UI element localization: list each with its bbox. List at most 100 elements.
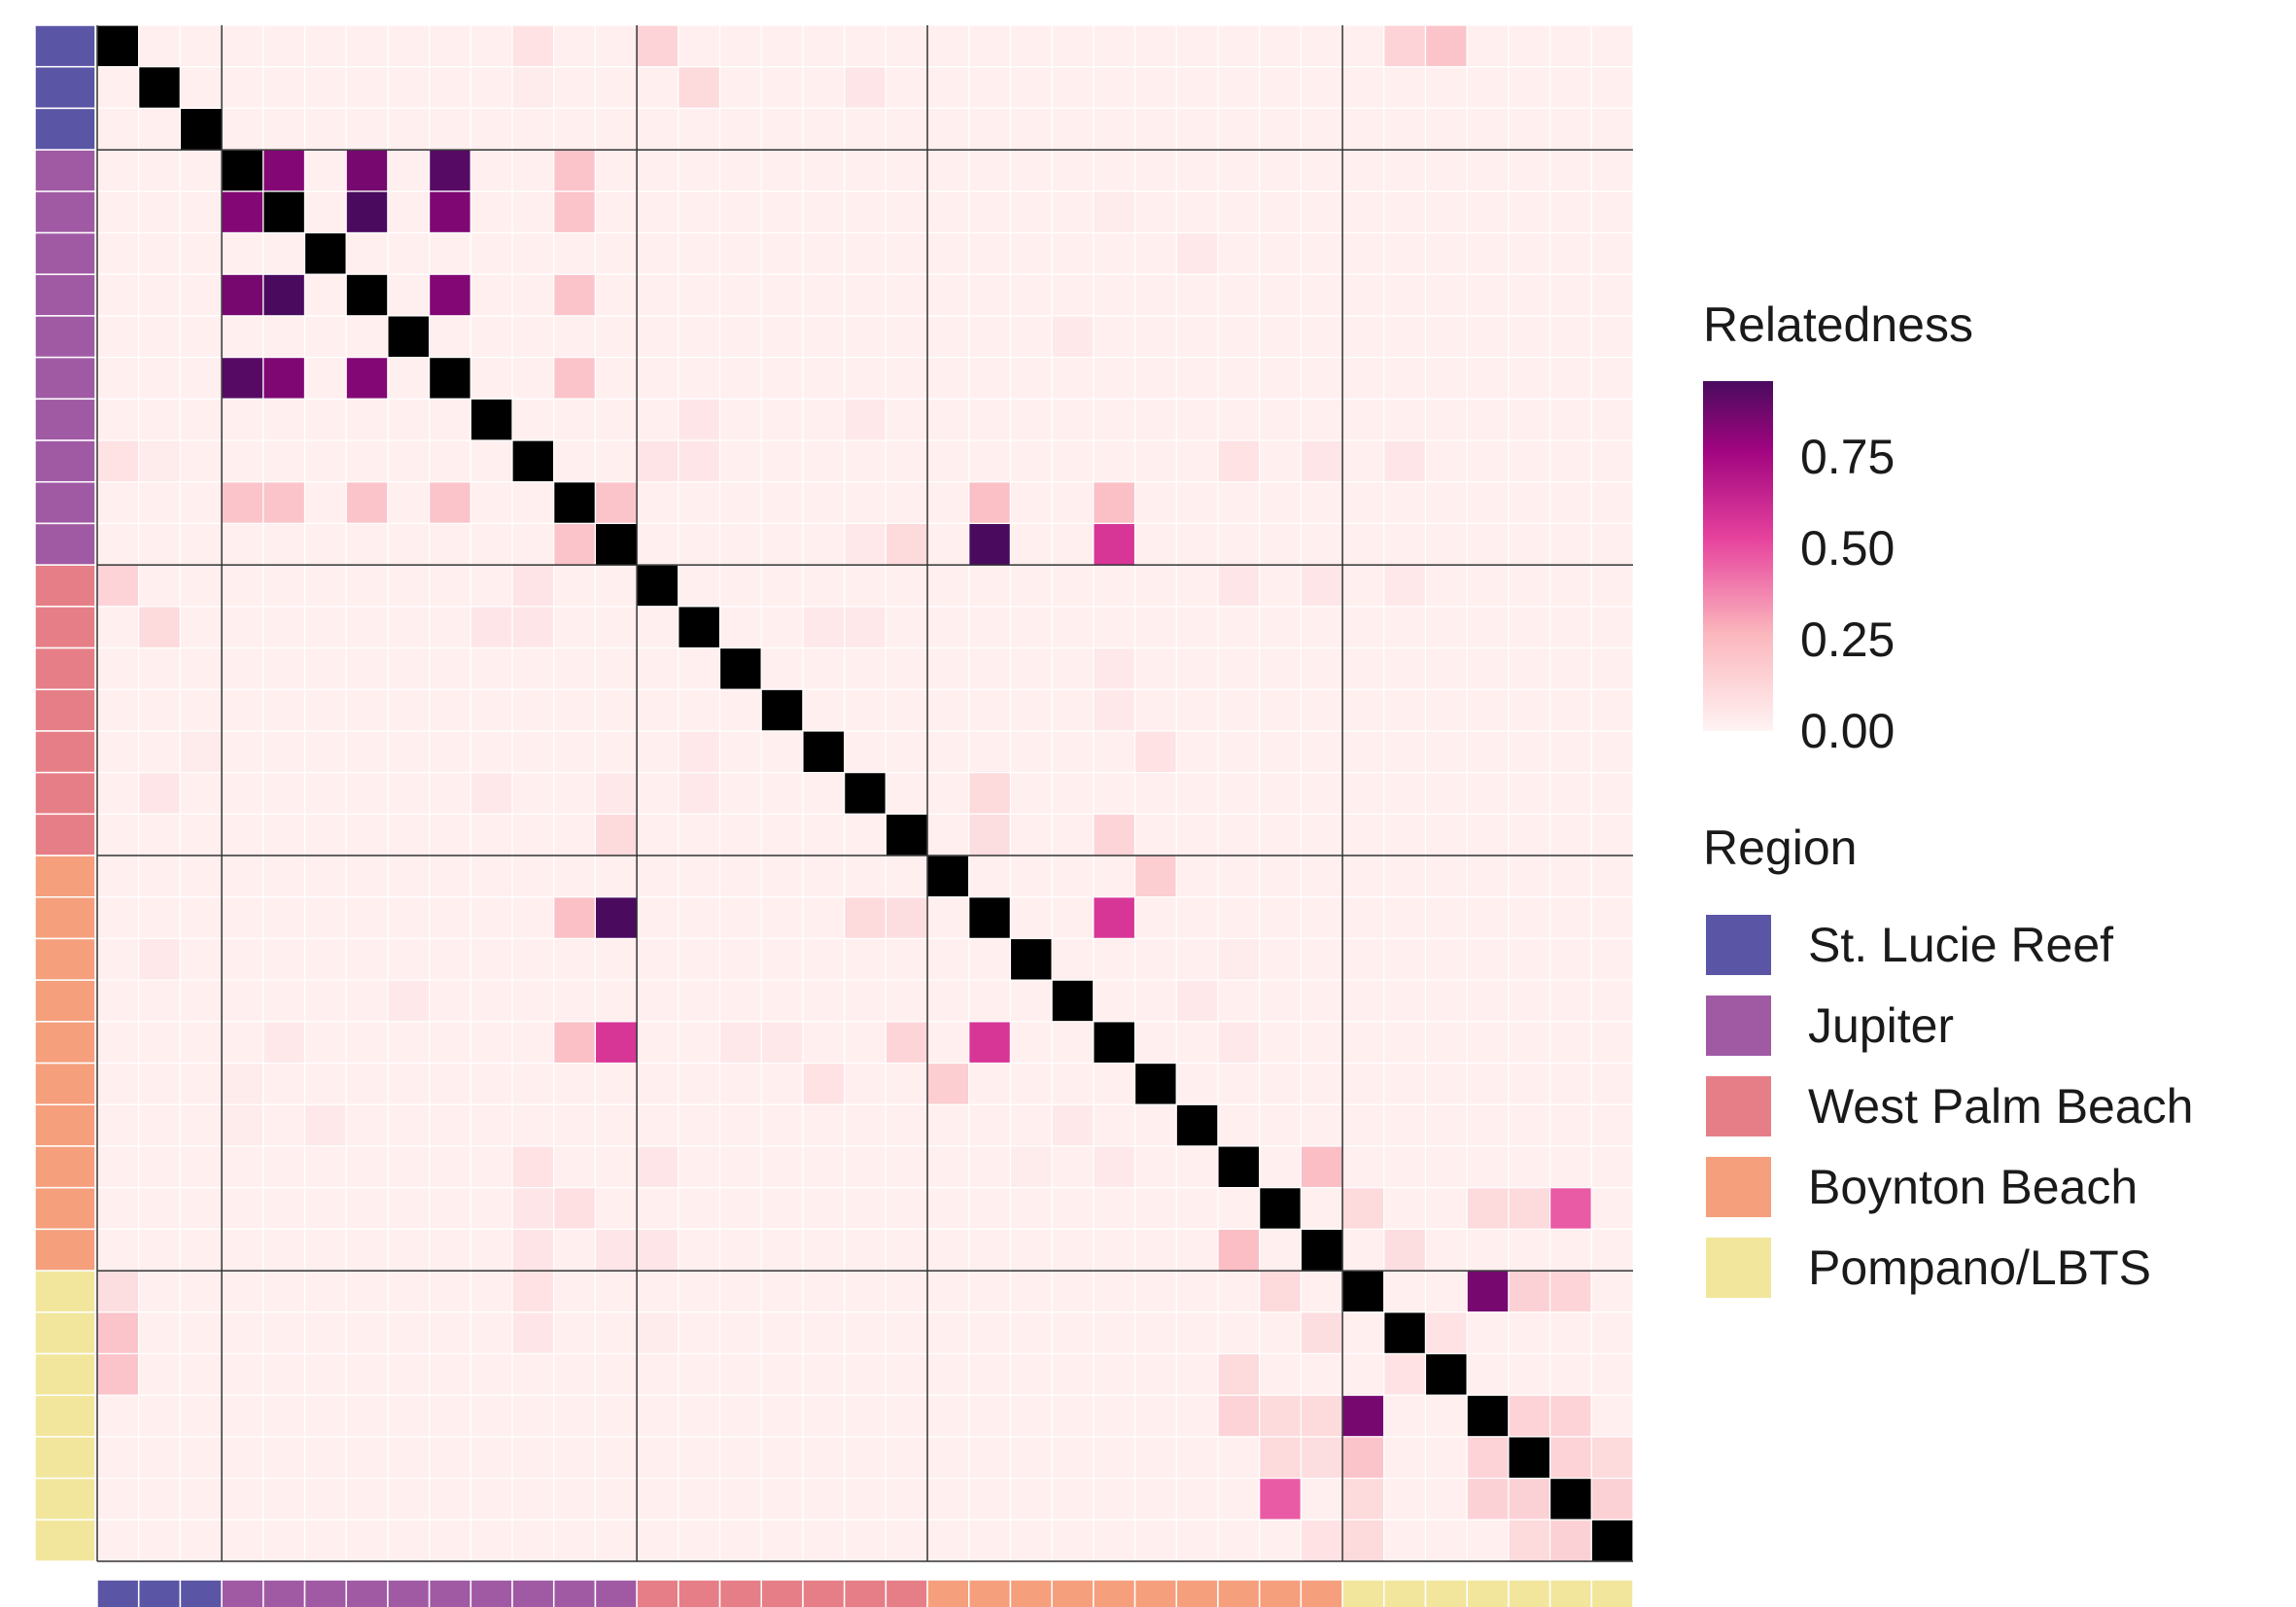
heatmap-cell xyxy=(221,1270,264,1313)
heatmap-cell xyxy=(1051,1145,1095,1189)
heatmap-cell xyxy=(262,896,306,940)
heatmap-cell xyxy=(1508,315,1551,359)
heatmap-cell xyxy=(1133,107,1177,151)
heatmap-cell xyxy=(1217,1187,1261,1230)
heatmap-cell xyxy=(760,66,804,109)
heatmap-cell xyxy=(968,979,1012,1023)
heatmap-cell xyxy=(179,896,223,940)
heatmap-cell xyxy=(221,813,264,856)
heatmap-cell-diagonal xyxy=(885,813,928,856)
heatmap-cell xyxy=(345,772,389,815)
heatmap-cell xyxy=(968,855,1012,898)
heatmap-cell xyxy=(1259,24,1302,68)
heatmap-cell xyxy=(1424,481,1468,525)
heatmap-cell xyxy=(678,273,721,317)
heatmap-cell xyxy=(678,231,721,275)
heatmap-cell xyxy=(345,688,389,732)
region-swatch xyxy=(1706,1076,1771,1136)
heatmap-cell xyxy=(470,606,513,649)
row-region-annotation xyxy=(34,937,96,981)
heatmap-cell xyxy=(926,24,970,68)
heatmap-cell xyxy=(138,772,181,815)
heatmap-cell xyxy=(968,439,1012,483)
heatmap-cell xyxy=(802,646,846,690)
heatmap-cell xyxy=(760,107,804,151)
heatmap-cell xyxy=(345,1270,389,1313)
heatmap-cell xyxy=(1341,522,1385,566)
heatmap-cell xyxy=(844,357,887,400)
heatmap-cell xyxy=(636,979,679,1023)
heatmap-cell xyxy=(1548,1187,1592,1230)
heatmap-cell xyxy=(221,1311,264,1355)
heatmap-cell xyxy=(636,1352,679,1396)
heatmap-cell xyxy=(221,1062,264,1105)
heatmap-cell xyxy=(553,1311,597,1355)
heatmap-cell xyxy=(1383,357,1427,400)
heatmap-cell xyxy=(1217,24,1261,68)
heatmap-cell xyxy=(138,315,181,359)
heatmap-cell xyxy=(345,1394,389,1438)
heatmap-cell xyxy=(553,191,597,234)
heatmap-cell xyxy=(387,398,431,441)
row-region-annotation xyxy=(34,771,96,816)
heatmap-cell xyxy=(1548,855,1592,898)
heatmap-cell xyxy=(387,937,431,981)
heatmap-cell xyxy=(221,1187,264,1230)
heatmap-cell xyxy=(718,231,762,275)
heatmap-cell xyxy=(718,688,762,732)
heatmap-cell xyxy=(345,1145,389,1189)
heatmap-cell xyxy=(1051,896,1095,940)
heatmap-cell xyxy=(760,1145,804,1189)
heatmap-cell xyxy=(470,1436,513,1480)
heatmap-cell xyxy=(1009,688,1053,732)
heatmap-cell xyxy=(1590,273,1634,317)
heatmap-cell xyxy=(345,1228,389,1272)
heatmap-cell xyxy=(387,1394,431,1438)
heatmap-cell xyxy=(138,24,181,68)
heatmap-cell xyxy=(678,398,721,441)
heatmap-cell xyxy=(802,1021,846,1065)
heatmap-cell xyxy=(345,357,389,400)
heatmap-cell-diagonal xyxy=(1548,1477,1592,1520)
heatmap-cell xyxy=(1590,937,1634,981)
heatmap-cell xyxy=(1009,398,1053,441)
heatmap-cell xyxy=(1300,606,1343,649)
heatmap-cell xyxy=(1466,1436,1510,1480)
heatmap-cell xyxy=(1175,1228,1219,1272)
heatmap-cell xyxy=(1051,66,1095,109)
heatmap-cell xyxy=(1508,1021,1551,1065)
row-region-annotation xyxy=(34,65,96,110)
heatmap-cell-diagonal xyxy=(1051,979,1095,1023)
heatmap-cell xyxy=(96,191,140,234)
heatmap-cell xyxy=(885,1062,928,1105)
heatmap-cell xyxy=(387,481,431,525)
heatmap-cell xyxy=(303,1145,347,1189)
heatmap-cell xyxy=(1341,1477,1385,1520)
column-region-annotation xyxy=(511,1579,555,1607)
heatmap-cell xyxy=(1383,772,1427,815)
heatmap-cell xyxy=(1133,855,1177,898)
heatmap-cell xyxy=(678,1021,721,1065)
heatmap-cell xyxy=(1009,273,1053,317)
heatmap-cell-diagonal xyxy=(1341,1270,1385,1313)
heatmap-cell xyxy=(553,1021,597,1065)
heatmap-cell xyxy=(387,772,431,815)
heatmap-cell xyxy=(387,522,431,566)
heatmap-cell xyxy=(1300,979,1343,1023)
heatmap-cell xyxy=(387,1270,431,1313)
heatmap-cell xyxy=(968,1352,1012,1396)
heatmap-cell xyxy=(636,1270,679,1313)
heatmap-cell xyxy=(802,813,846,856)
heatmap-cell xyxy=(885,730,928,774)
heatmap-cell xyxy=(1590,606,1634,649)
heatmap-cell xyxy=(718,1062,762,1105)
heatmap-cell xyxy=(636,1021,679,1065)
heatmap-cell xyxy=(345,1187,389,1230)
heatmap-cell xyxy=(802,1311,846,1355)
heatmap-cell xyxy=(1383,66,1427,109)
heatmap-cell xyxy=(1383,481,1427,525)
heatmap-cell xyxy=(1508,1477,1551,1520)
heatmap-cell xyxy=(179,646,223,690)
heatmap-cell xyxy=(718,481,762,525)
heatmap-cell xyxy=(1093,1187,1136,1230)
